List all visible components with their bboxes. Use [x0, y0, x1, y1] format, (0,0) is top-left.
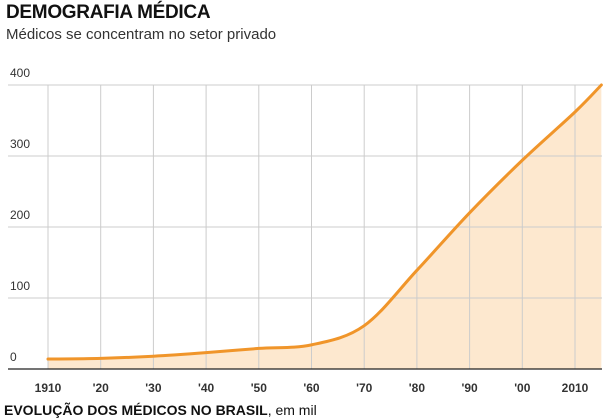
series-line — [46, 83, 603, 361]
y-tick-label: 0 — [10, 350, 17, 364]
chart: 0 100 200 300 400 1910 '20 '30 '40 '50 '60 '70 '80 '9… — [8, 66, 603, 395]
chart-title: DEMOGRAFIA MÉDICA — [6, 2, 211, 23]
x-tick-label: '40 — [198, 381, 215, 395]
x-tick-label: '00 — [514, 381, 531, 395]
y-tick-label: 300 — [10, 137, 30, 151]
x-tick-label: '60 — [303, 381, 320, 395]
x-tick-label: '30 — [145, 381, 162, 395]
x-tick-label: '20 — [93, 381, 110, 395]
x-tick-label: 1910 — [35, 381, 62, 395]
y-tick-label: 400 — [10, 66, 30, 80]
y-tick-label: 100 — [10, 279, 30, 293]
x-tick-label: '70 — [356, 381, 373, 395]
x-tick-label: '90 — [461, 381, 478, 395]
footer-label: EVOLUÇÃO DOS MÉDICOS NO BRASIL — [4, 402, 268, 418]
x-tick-label: '80 — [409, 381, 426, 395]
chart-footer: EVOLUÇÃO DOS MÉDICOS NO BRASIL, em mil — [4, 402, 317, 418]
chart-subtitle: Médicos se concentram no setor privado — [6, 26, 277, 43]
y-tick-label: 200 — [10, 208, 30, 222]
x-tick-label: '50 — [251, 381, 268, 395]
footer-unit: , em mil — [267, 402, 317, 418]
x-tick-label: 2010 — [562, 381, 589, 395]
